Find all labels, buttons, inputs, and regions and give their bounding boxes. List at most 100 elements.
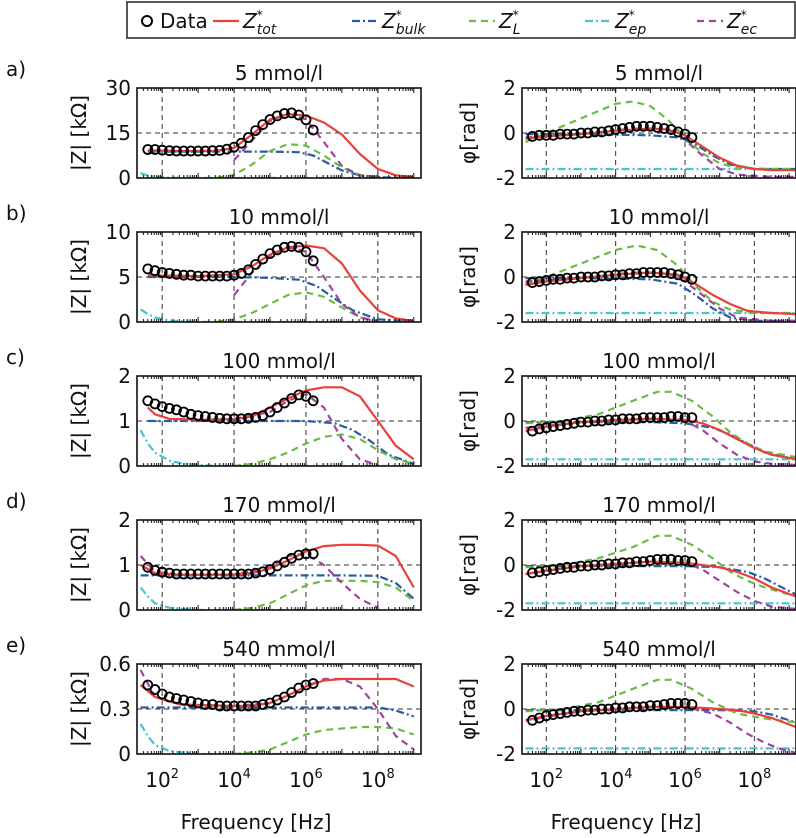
data-point (575, 705, 587, 717)
y-tick-label: 30 (106, 76, 131, 100)
phase-plot: -2 0 2 φ[rad] 170 mmol/l (456, 493, 796, 622)
data-point (686, 412, 698, 424)
data-point (651, 700, 663, 711)
x-tick-label: 104 (217, 767, 251, 792)
data-point (554, 563, 566, 574)
data-point (286, 107, 298, 119)
data-point (214, 270, 226, 282)
data-point (257, 699, 269, 710)
data-point (610, 124, 621, 136)
series-tot (525, 127, 796, 172)
data-point (665, 411, 677, 422)
data-point (596, 270, 608, 282)
data-point (665, 554, 677, 565)
data-point (235, 700, 247, 712)
data-point (568, 128, 580, 140)
data-point (185, 145, 197, 157)
data-point (540, 565, 552, 576)
data-point (171, 693, 182, 704)
y-tick-label: 0 (503, 121, 516, 145)
data-point (242, 568, 254, 580)
data-point (192, 568, 204, 580)
x-tick-label: 106 (668, 767, 702, 792)
data-point (686, 132, 698, 143)
curves (525, 534, 796, 610)
data-point (207, 699, 218, 710)
data-point (596, 703, 608, 715)
data-point (603, 558, 615, 570)
series-L (234, 725, 415, 754)
data-point (638, 267, 649, 278)
data-point (658, 267, 670, 278)
data-point (307, 548, 319, 560)
data-point (686, 556, 698, 567)
data-point (638, 412, 649, 424)
data-point (192, 410, 204, 422)
data-point (582, 271, 594, 283)
data-point (199, 145, 211, 157)
data-point (533, 423, 545, 435)
data-point (561, 561, 573, 573)
data-point (638, 120, 649, 132)
x-tick-label: 102 (529, 767, 563, 792)
data-point (561, 272, 573, 284)
data-point (568, 272, 580, 284)
panel-title: 540 mmol/l (602, 637, 716, 661)
data-point (631, 268, 642, 280)
data-point (610, 558, 621, 570)
data-point (242, 412, 254, 424)
data-point (300, 114, 312, 126)
data-point (554, 273, 566, 285)
data-point (307, 395, 319, 407)
curves (139, 386, 415, 466)
data-point (617, 123, 628, 134)
data-point (149, 144, 161, 155)
data-point (228, 413, 240, 425)
data-point (533, 712, 545, 724)
panel-label: d) (6, 489, 27, 513)
data-point (644, 267, 656, 278)
panel-title: 540 mmol/l (222, 637, 336, 661)
data-point (185, 408, 197, 420)
curves (140, 240, 414, 322)
data-point (651, 122, 663, 133)
x-tick-label: 104 (599, 767, 633, 792)
data-point (250, 567, 262, 579)
data-point (547, 709, 559, 720)
data-point (672, 555, 684, 566)
y-axis-label: φ[rad] (456, 246, 480, 308)
legend-data-label: Data (160, 9, 208, 33)
data-point (665, 124, 677, 136)
data-point (603, 703, 615, 715)
curves (139, 669, 415, 754)
series-L (525, 244, 796, 315)
data-point (257, 253, 269, 265)
data-point (561, 707, 573, 718)
y-axis-label: |Z| [kΩ] (67, 95, 91, 171)
mag-plot: 0 15 30 |Z| [kΩ] 5 mmol/l (67, 61, 422, 190)
data-point (686, 273, 698, 285)
data-point (582, 127, 594, 139)
data-point (554, 420, 566, 431)
mag-plot: 0 1 2 |Z| [kΩ] 100 mmol/l (67, 349, 422, 478)
data-point (651, 554, 663, 565)
data-point (658, 412, 670, 424)
data-point (221, 143, 233, 155)
y-tick-label: 1 (118, 409, 131, 433)
data-point (547, 564, 559, 575)
mag-plot: 0 5 10 |Z| [kΩ] 10 mmol/l (67, 205, 422, 334)
data-point (171, 404, 182, 416)
data-point (624, 557, 635, 569)
data-point (658, 699, 670, 710)
data-point (547, 421, 559, 433)
data-point (199, 411, 211, 422)
data-point (672, 126, 684, 138)
data-point (575, 416, 587, 428)
data-point (527, 714, 538, 726)
data-point (672, 411, 684, 422)
data-point (672, 269, 684, 281)
data-point (257, 566, 269, 578)
data-point (185, 568, 197, 580)
data-point (221, 413, 233, 425)
y-tick-label: 0 (118, 310, 131, 334)
